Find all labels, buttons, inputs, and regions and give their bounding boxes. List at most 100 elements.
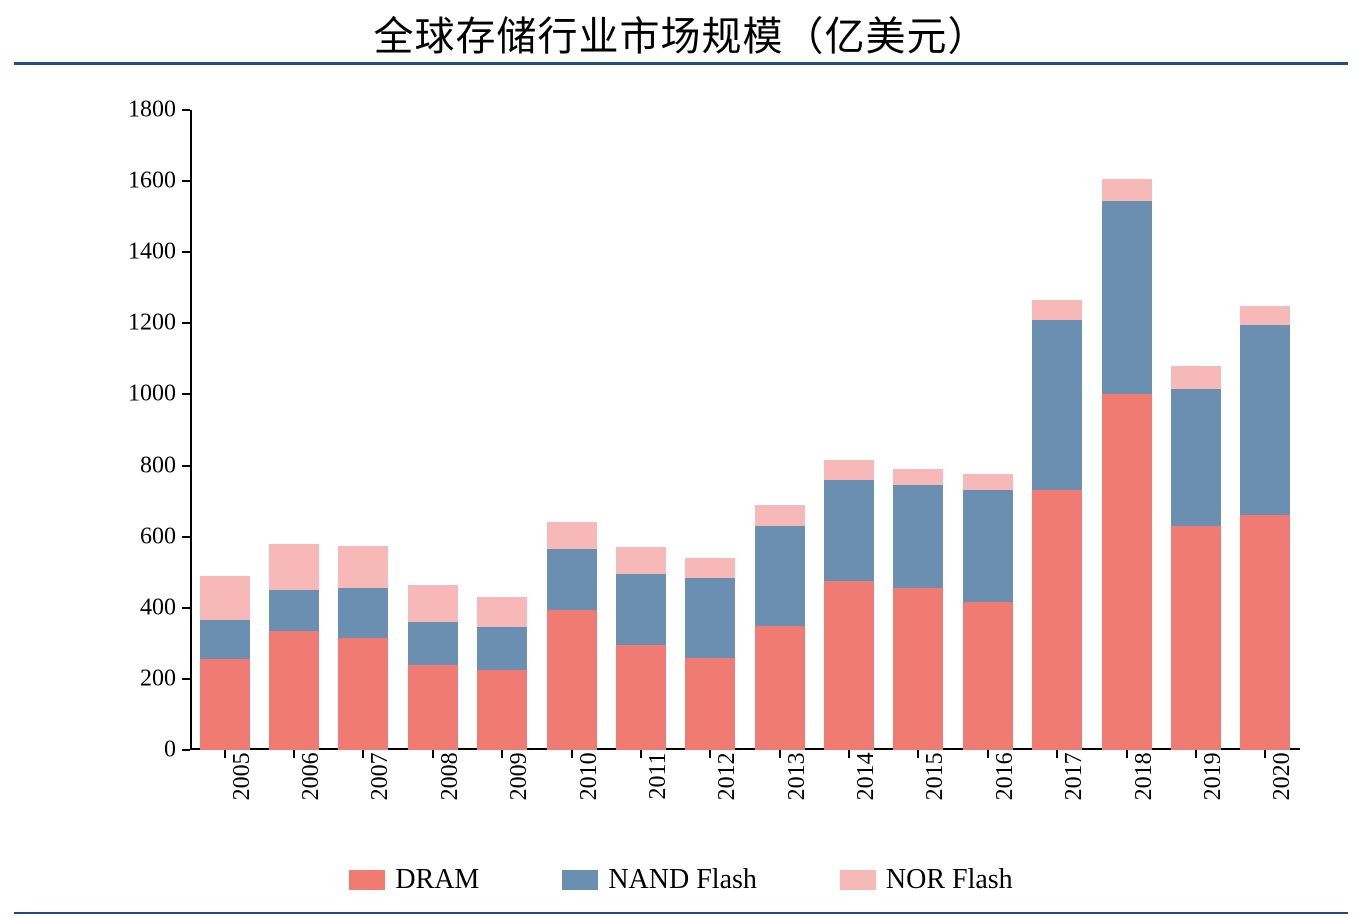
bar-segment-nor-flash (616, 547, 666, 574)
bar-segment-nand-flash (616, 574, 666, 645)
bar-group (685, 558, 735, 750)
bar-group (1240, 306, 1290, 750)
y-tick-label: 1600 (128, 168, 190, 195)
bar-segment-dram (1102, 394, 1152, 750)
bar-group (755, 505, 805, 750)
bar-segment-nor-flash (963, 474, 1013, 490)
bar-group (893, 469, 943, 750)
y-tick-label: 800 (140, 452, 190, 479)
legend-label-dram: DRAM (395, 864, 479, 896)
bar-segment-nand-flash (824, 480, 874, 581)
bar-segment-nor-flash (1171, 366, 1221, 389)
bar-segment-nand-flash (338, 588, 388, 638)
bar-group (1171, 366, 1221, 750)
chart-area: 0200400600800100012001400160018002005200… (120, 90, 1320, 780)
bar-segment-nor-flash (893, 469, 943, 485)
bar-segment-dram (477, 670, 527, 750)
x-tick-label: 2011 (631, 752, 672, 799)
bar-segment-nand-flash (1102, 201, 1152, 395)
legend-item-nand: NAND Flash (562, 864, 757, 896)
bar-segment-dram (408, 665, 458, 750)
bar-segment-dram (685, 658, 735, 750)
legend-item-nor: NOR Flash (840, 864, 1013, 896)
y-tick-label: 200 (140, 665, 190, 692)
bar-group (200, 576, 250, 750)
x-tick-label: 2006 (284, 752, 325, 800)
y-tick-label: 1200 (128, 310, 190, 337)
legend-swatch-nor (840, 870, 876, 890)
bar-segment-nor-flash (477, 597, 527, 627)
x-tick-label: 2018 (1117, 752, 1158, 800)
bar-segment-nand-flash (1032, 320, 1082, 491)
x-tick-label: 2017 (1047, 752, 1088, 800)
legend-swatch-nand (562, 870, 598, 890)
bar-segment-nor-flash (200, 576, 250, 620)
x-tick-label: 2009 (492, 752, 533, 800)
bar-segment-nor-flash (338, 546, 388, 589)
legend-swatch-dram (349, 870, 385, 890)
bar-group (1032, 300, 1082, 750)
bar-segment-dram (1032, 490, 1082, 750)
bar-segment-dram (963, 602, 1013, 750)
bar-segment-dram (824, 581, 874, 750)
x-tick-label: 2008 (423, 752, 464, 800)
y-tick-label: 600 (140, 523, 190, 550)
bar-segment-nor-flash (755, 505, 805, 526)
bar-segment-nand-flash (547, 549, 597, 609)
x-tick-label: 2010 (562, 752, 603, 800)
bar-segment-nor-flash (1032, 300, 1082, 320)
bar-segment-dram (893, 588, 943, 750)
bar-segment-nand-flash (408, 622, 458, 665)
bar-segment-nor-flash (408, 585, 458, 622)
x-tick-label: 2014 (839, 752, 880, 800)
y-axis (190, 110, 192, 750)
title-rule (14, 62, 1348, 65)
bar-group (547, 522, 597, 750)
x-tick-label: 2005 (215, 752, 256, 800)
bar-segment-nand-flash (200, 620, 250, 659)
bar-segment-nand-flash (755, 526, 805, 626)
chart-title: 全球存储行业市场规模（亿美元） (0, 4, 1362, 62)
bar-segment-nand-flash (269, 590, 319, 631)
bar-segment-nor-flash (1240, 306, 1290, 326)
legend: DRAM NAND Flash NOR Flash (0, 864, 1362, 898)
bar-segment-nor-flash (685, 558, 735, 578)
bar-group (338, 546, 388, 750)
bar-group (616, 547, 666, 750)
bar-segment-nand-flash (1171, 389, 1221, 526)
y-tick-label: 1400 (128, 239, 190, 266)
x-tick-label: 2013 (770, 752, 811, 800)
bar-segment-dram (200, 659, 250, 750)
legend-item-dram: DRAM (349, 864, 479, 896)
x-tick-label: 2020 (1255, 752, 1296, 800)
bar-group (963, 474, 1013, 750)
bottom-rule (14, 912, 1348, 914)
bar-group (408, 585, 458, 750)
bar-segment-dram (1240, 515, 1290, 750)
x-tick-label: 2016 (978, 752, 1019, 800)
x-tick-label: 2015 (908, 752, 949, 800)
bar-segment-nand-flash (1240, 325, 1290, 515)
bar-segment-dram (1171, 526, 1221, 750)
legend-label-nor: NOR Flash (886, 864, 1013, 896)
y-tick-label: 1000 (128, 381, 190, 408)
bar-segment-nor-flash (1102, 179, 1152, 200)
plot-area: 0200400600800100012001400160018002005200… (190, 110, 1300, 750)
bar-segment-nor-flash (547, 522, 597, 549)
bar-segment-nor-flash (269, 544, 319, 590)
bar-segment-dram (755, 626, 805, 750)
legend-label-nand: NAND Flash (608, 864, 757, 896)
page: 全球存储行业市场规模（亿美元） 020040060080010001200140… (0, 0, 1362, 918)
bar-group (824, 460, 874, 750)
x-tick-label: 2019 (1186, 752, 1227, 800)
x-tick-label: 2007 (353, 752, 394, 800)
bar-segment-nor-flash (824, 460, 874, 480)
bar-group (269, 544, 319, 750)
bar-segment-dram (547, 610, 597, 750)
bar-segment-nand-flash (893, 485, 943, 588)
y-tick-label: 400 (140, 594, 190, 621)
bar-segment-dram (338, 638, 388, 750)
bar-segment-nand-flash (685, 578, 735, 658)
bar-segment-nand-flash (963, 490, 1013, 602)
bar-segment-dram (269, 631, 319, 750)
